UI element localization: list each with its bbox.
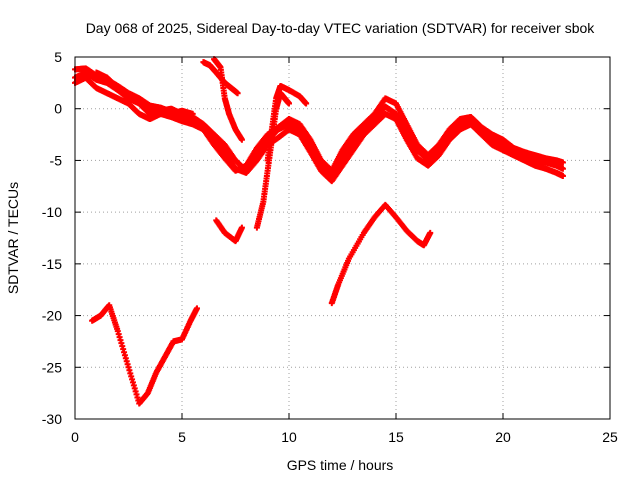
series-track-4 bbox=[93, 69, 196, 117]
x-tick-label: 10 bbox=[281, 429, 297, 445]
data-point bbox=[238, 136, 245, 143]
data-point bbox=[286, 100, 292, 107]
x-tick-label: 20 bbox=[495, 429, 511, 445]
x-tick-label: 5 bbox=[178, 429, 186, 445]
x-tick-label: 0 bbox=[71, 429, 79, 445]
y-tick-label: -5 bbox=[50, 152, 63, 168]
y-tick-label: -30 bbox=[42, 411, 62, 427]
y-tick-label: -20 bbox=[42, 308, 62, 324]
y-tick-label: 0 bbox=[54, 101, 62, 117]
data-point bbox=[193, 305, 200, 312]
chart-title: Day 068 of 2025, Sidereal Day-to-day VTE… bbox=[86, 20, 596, 36]
data-point bbox=[559, 165, 566, 172]
data-point bbox=[234, 90, 241, 97]
y-tick-label: -15 bbox=[42, 256, 62, 272]
data-point bbox=[559, 172, 566, 179]
data-series bbox=[72, 56, 566, 407]
series-track-10 bbox=[328, 201, 434, 307]
series-track-6 bbox=[211, 56, 245, 143]
y-tick-label: -10 bbox=[42, 204, 62, 220]
series-track-2 bbox=[72, 69, 566, 179]
x-axis-label: GPS time / hours bbox=[287, 457, 394, 473]
series-track-11 bbox=[89, 302, 200, 407]
data-point bbox=[238, 224, 245, 231]
data-point bbox=[303, 100, 310, 107]
y-tick-label: -25 bbox=[42, 359, 62, 375]
plot-frame bbox=[74, 56, 611, 420]
series-track-9 bbox=[213, 217, 245, 245]
series-track-3 bbox=[72, 74, 566, 174]
data-point bbox=[559, 159, 566, 166]
data-point bbox=[427, 229, 434, 236]
y-axis-label: SDTVAR / TECUs bbox=[5, 182, 21, 294]
axis-ticks: 0 5 10 15 20 25 5 0 -5 -10 -15 -20 -25 -30 bbox=[42, 49, 618, 445]
data-point bbox=[189, 110, 196, 117]
series-track-8 bbox=[264, 82, 310, 164]
x-tick-label: 15 bbox=[388, 429, 404, 445]
y-tick-label: 5 bbox=[54, 49, 62, 65]
x-tick-label: 25 bbox=[602, 429, 618, 445]
